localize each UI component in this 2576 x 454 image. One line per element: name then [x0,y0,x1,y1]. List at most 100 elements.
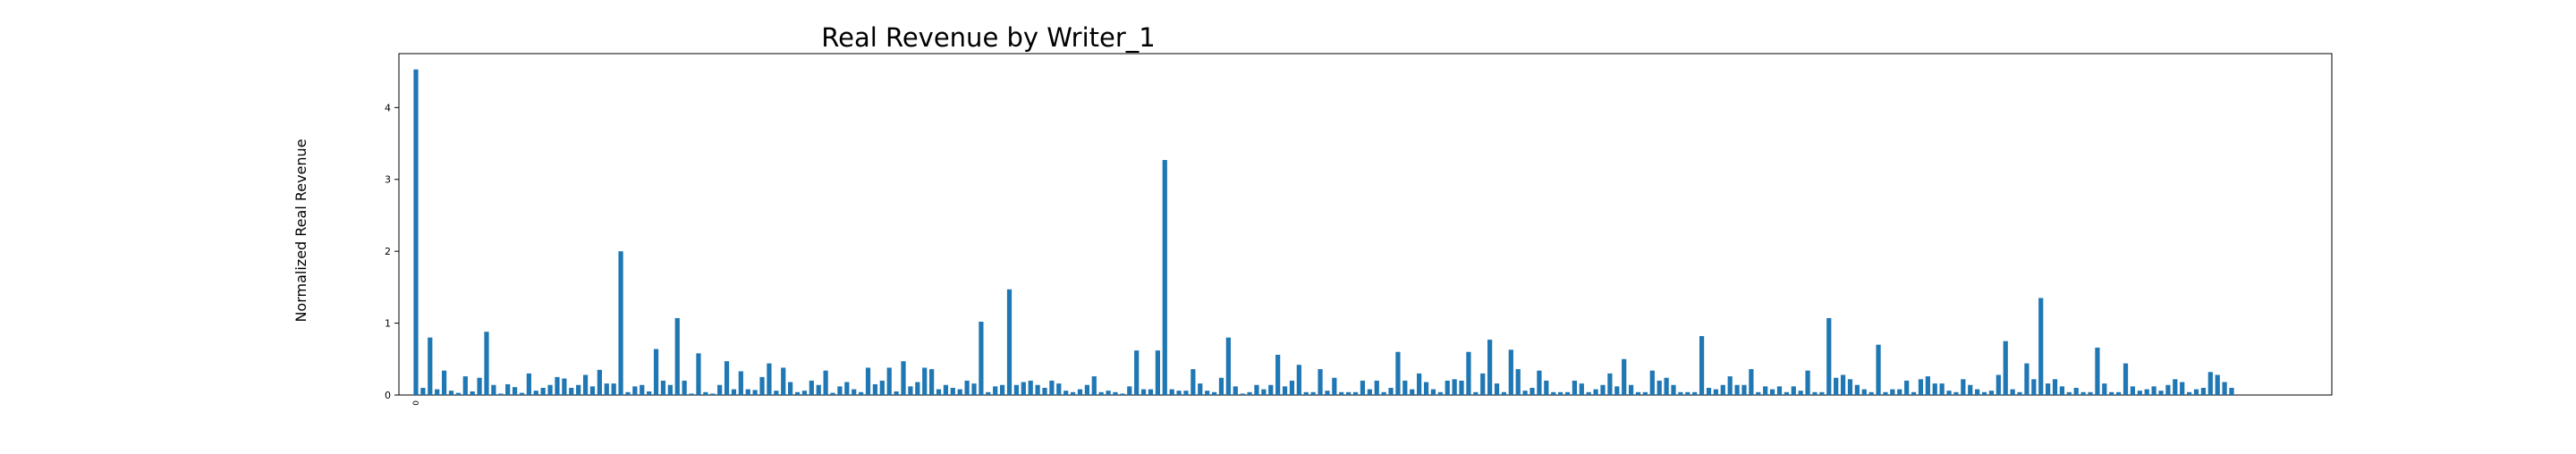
bar [562,378,567,395]
bar [1918,379,1924,395]
bar [745,389,750,395]
bar [1225,337,1231,395]
bar [1713,389,1718,395]
bar [1961,379,1966,395]
bar [1296,365,1301,395]
bar [1890,389,1895,395]
bar [597,369,602,395]
bar [2222,382,2227,395]
bar [788,382,793,395]
bar [1494,383,1500,395]
bar [1932,383,1937,395]
bar [512,387,518,395]
bar [1925,376,1930,395]
bar [2102,383,2107,395]
bar [894,391,899,395]
bar [2151,386,2157,395]
bar [420,387,426,395]
bar [1515,369,1521,395]
bar [929,369,935,395]
bar [809,380,814,395]
bar [547,384,553,395]
bar [1430,389,1436,395]
bar [823,370,828,395]
bar [1070,391,1076,395]
bar [470,391,475,395]
bar [640,384,645,395]
y-axis-label: Normalized Real Revenue [292,139,309,322]
bar [993,386,998,395]
y-axis: 0 1 2 3 4 [385,102,399,401]
bar [816,384,821,395]
bar [1487,340,1493,395]
bar [971,383,977,395]
bar [1042,387,1047,395]
bar [1113,391,1118,395]
bar [1939,383,1945,395]
bar [582,374,589,395]
bar [589,386,596,395]
bar [1417,373,1422,395]
bar [767,363,772,395]
chart-title: Real Revenue by Writer_1 [821,22,1155,53]
bar [837,386,843,395]
bar [2017,391,2022,395]
bar [2109,391,2114,395]
bar [674,317,680,395]
bar [1720,384,1725,395]
bar [738,371,743,395]
bar [852,389,857,395]
bar [1564,391,1571,395]
bar [2080,391,2086,395]
bar [2038,298,2044,395]
bar [1642,391,1648,395]
bar [1614,386,1620,395]
bar [1664,377,1669,395]
bar [781,367,786,395]
bar [1289,380,1295,395]
bar [1410,389,1415,395]
bar [1056,383,1062,395]
bar [1558,391,1563,395]
bar [1006,289,1013,395]
bar [1480,373,1486,395]
bar [752,390,758,395]
bar [908,386,913,395]
bar [1155,350,1160,395]
bar [957,389,962,395]
bar [2193,389,2199,395]
bar [1904,380,1910,395]
bar [703,391,708,395]
bar [1572,380,1578,395]
bar [2031,379,2037,395]
bar [462,376,468,395]
bar [625,391,631,395]
bar [1191,369,1196,395]
bar [1388,387,1394,395]
bar [1247,391,1252,395]
bar [774,391,779,395]
bar [1834,377,1839,395]
bar [1996,374,2001,395]
bar [1098,391,1104,395]
bar [1622,358,1627,395]
bar [413,69,419,395]
bar [1211,391,1217,395]
bar [540,387,546,395]
bar [1013,384,1019,395]
bar [1699,336,1705,395]
bar [1635,391,1641,395]
bar [2229,387,2234,395]
bar [1522,391,1528,395]
bar [1346,391,1352,395]
bar [2187,391,2192,395]
bar [2180,382,2185,395]
bar [2095,347,2100,395]
bar [1310,391,1316,395]
bar [1402,380,1408,395]
y-tick-label: 1 [385,318,391,330]
bar [2165,384,2171,395]
y-tick-label: 3 [385,174,391,186]
bar [1734,384,1740,395]
